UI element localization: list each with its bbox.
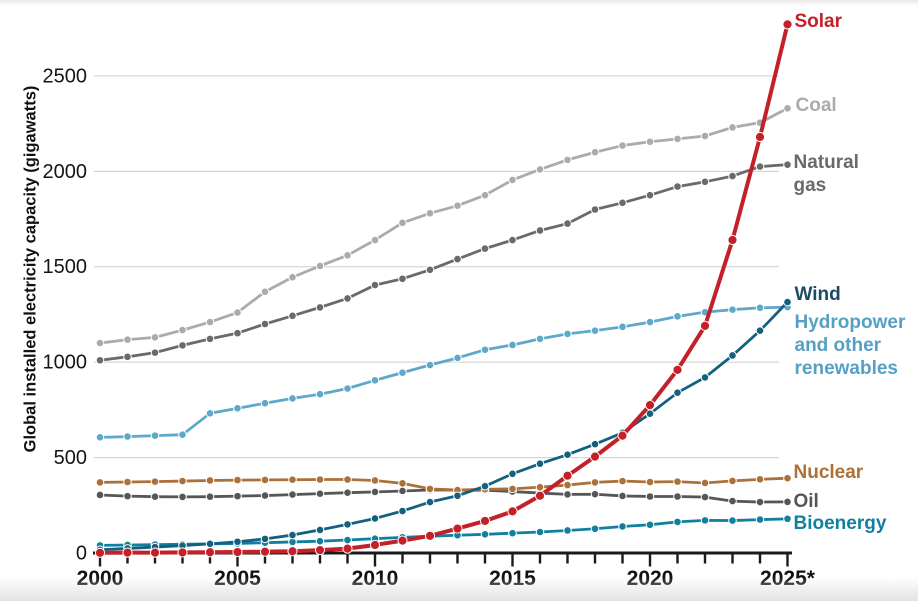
svg-text:2500: 2500 (43, 65, 88, 87)
series-hydropower (95, 302, 792, 442)
series-label-solar: Solar (794, 11, 843, 33)
series-natural-gas (95, 160, 792, 365)
series-coal (95, 104, 792, 348)
svg-text:2020: 2020 (627, 567, 674, 590)
svg-text:2010: 2010 (352, 567, 399, 590)
series-label-wind: Wind (794, 284, 841, 306)
svg-text:2025*: 2025* (760, 567, 816, 590)
svg-text:500: 500 (54, 447, 87, 469)
svg-text:1000: 1000 (43, 352, 88, 374)
series-label-nuclear: Nuclear (793, 462, 864, 484)
series-label-natural-gas: Natural gas (793, 151, 859, 196)
series-label-coal: Coal (795, 95, 837, 117)
svg-text:2005: 2005 (214, 567, 261, 590)
svg-text:2015: 2015 (489, 567, 536, 590)
series-solar (94, 19, 793, 558)
series-nuclear (95, 473, 792, 495)
y-tick-labels: 0 500 1000 1500 2000 2500 (43, 65, 88, 564)
svg-text:0: 0 (76, 543, 87, 565)
series-label-hydropower: Hydropower and other renewables (794, 312, 906, 380)
svg-text:2000: 2000 (77, 567, 124, 590)
series-label-oil: Oil (793, 490, 819, 512)
series-wind (95, 297, 792, 555)
x-tick-labels: 2000 2005 2010 2015 2020 2025* (77, 567, 816, 590)
svg-text:1500: 1500 (43, 256, 88, 278)
x-ticks (98, 554, 789, 567)
series-label-bioenergy: Bioenergy (793, 512, 887, 534)
svg-text:2000: 2000 (43, 161, 88, 183)
